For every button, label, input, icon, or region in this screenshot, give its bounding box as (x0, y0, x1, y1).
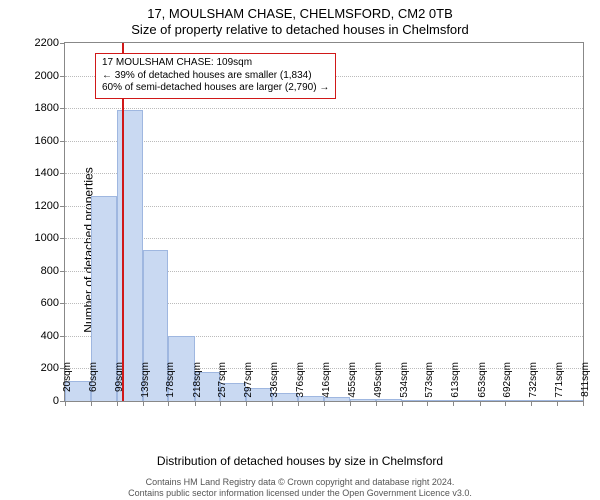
chart-container: 17, MOULSHAM CHASE, CHELMSFORD, CM2 0TB … (0, 0, 600, 500)
y-tick-label: 2200 (35, 37, 59, 49)
x-tick-label: 811sqm (558, 382, 591, 432)
footer-line-1: Contains HM Land Registry data © Crown c… (0, 477, 600, 487)
y-tick (60, 141, 65, 142)
y-tick (60, 238, 65, 239)
y-tick (60, 336, 65, 337)
annotation-line: ← 39% of detached houses are smaller (1,… (102, 70, 329, 83)
y-tick (60, 271, 65, 272)
y-tick-label: 2000 (35, 70, 59, 82)
y-tick-label: 1000 (35, 232, 59, 244)
y-tick (60, 173, 65, 174)
annotation-box: 17 MOULSHAM CHASE: 109sqm← 39% of detach… (95, 53, 336, 99)
y-tick-label: 1600 (35, 135, 59, 147)
y-tick (60, 108, 65, 109)
chart-title-subtitle: Size of property relative to detached ho… (0, 22, 600, 37)
y-tick-label: 1200 (35, 200, 59, 212)
annotation-line: 17 MOULSHAM CHASE: 109sqm (102, 57, 329, 70)
y-tick (60, 303, 65, 304)
footer-attribution: Contains HM Land Registry data © Crown c… (0, 477, 600, 498)
plot-area: 0200400600800100012001400160018002000220… (64, 42, 584, 402)
y-tick-label: 600 (41, 297, 59, 309)
x-axis-label: Distribution of detached houses by size … (0, 454, 600, 468)
y-tick-label: 1800 (35, 102, 59, 114)
y-tick (60, 206, 65, 207)
y-tick (60, 43, 65, 44)
footer-line-2: Contains public sector information licen… (0, 488, 600, 498)
y-tick-label: 200 (41, 362, 59, 374)
annotation-line: 60% of semi-detached houses are larger (… (102, 82, 329, 95)
y-tick (60, 76, 65, 77)
y-tick-label: 800 (41, 265, 59, 277)
histogram-bar (117, 110, 143, 401)
chart-title-address: 17, MOULSHAM CHASE, CHELMSFORD, CM2 0TB (0, 6, 600, 21)
y-tick-label: 1400 (35, 167, 59, 179)
y-tick-label: 400 (41, 330, 59, 342)
